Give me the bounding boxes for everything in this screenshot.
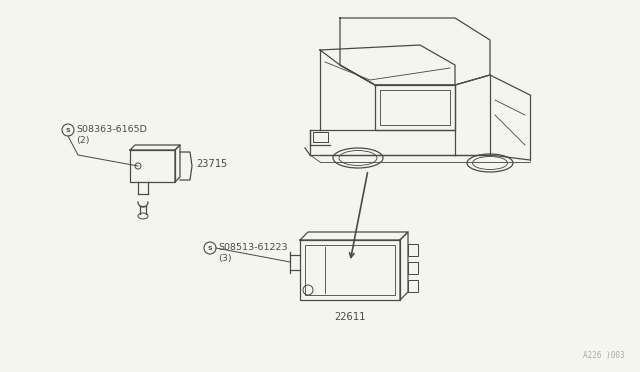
Text: S08363-6165D: S08363-6165D (76, 125, 147, 135)
Bar (408, 262, 418, 274)
Text: (2): (2) (76, 135, 90, 144)
Bar (408, 244, 418, 256)
Text: S08513-61223: S08513-61223 (218, 244, 287, 253)
Bar (300, 240, 400, 300)
Text: A226 )003: A226 )003 (584, 351, 625, 360)
Text: S: S (208, 246, 212, 250)
Bar (305, 245, 395, 295)
Text: (3): (3) (218, 253, 232, 263)
Bar (408, 280, 418, 292)
Text: 23715: 23715 (196, 159, 227, 169)
Bar (130, 150, 175, 182)
Text: S: S (66, 128, 70, 132)
Text: 22611: 22611 (334, 312, 365, 322)
